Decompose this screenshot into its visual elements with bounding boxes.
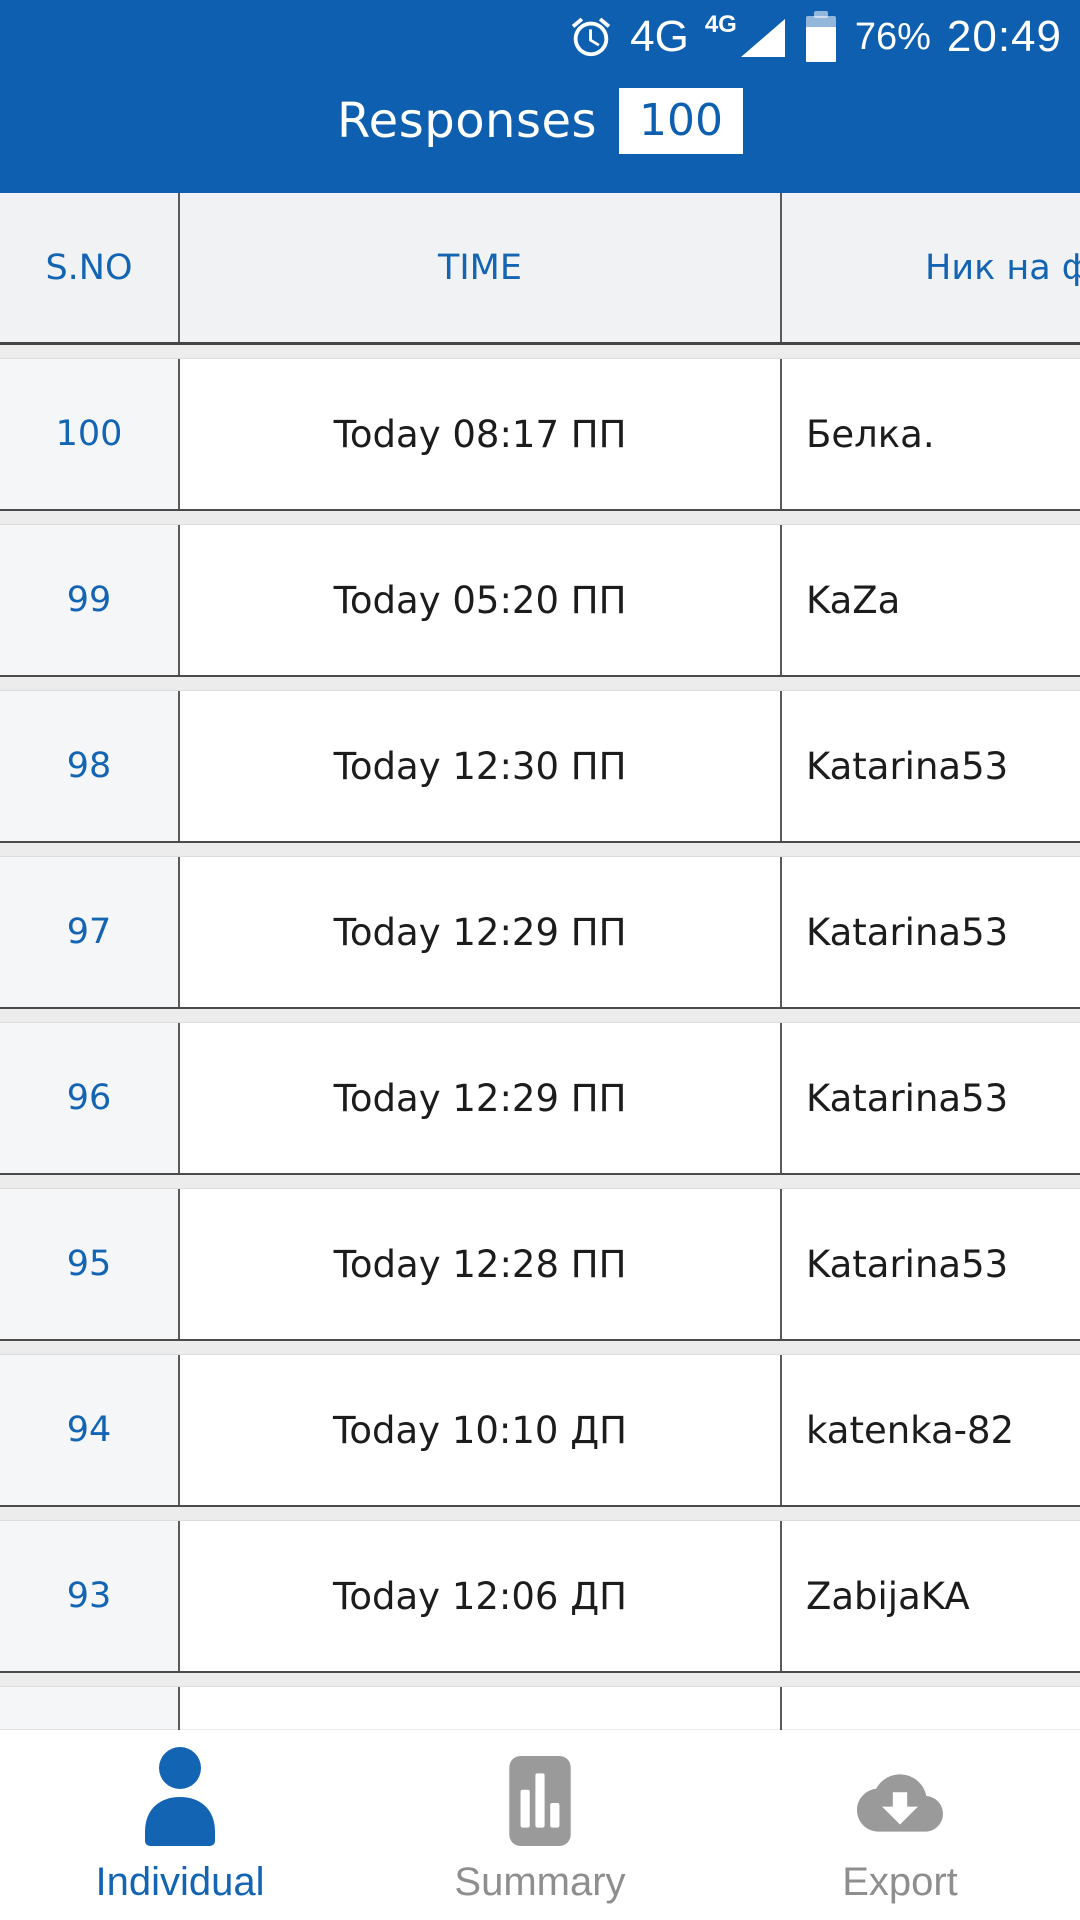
table-body: 100 Today 08:17 ПП Белка. 99 Today 05:20… [0,358,1080,1730]
table-row[interactable]: 98 Today 12:30 ПП Katarina53 [0,690,1080,843]
responses-table: S.NO TIME Ник на ф 100 Today 08:17 ПП Бе… [0,193,1080,1730]
row-time: Today 12:29 ПП [178,857,782,1007]
person-icon [125,1747,235,1846]
table-row[interactable]: 100 Today 08:17 ПП Белка. [0,358,1080,511]
table-header-row: S.NO TIME Ник на ф [0,193,1080,345]
cellular-signal-icon: 4G [704,11,787,59]
battery-percent-label: 76% [854,15,931,58]
row-sno: 96 [0,1023,178,1173]
row-nick: katenka-82 [782,1355,1080,1505]
row-nick [782,1687,1080,1730]
network-badge-label: 4G [704,11,737,38]
table-row[interactable]: 96 Today 12:29 ПП Katarina53 [0,1022,1080,1175]
row-sno: 95 [0,1189,178,1339]
status-bar: 4G 4G 76% 20:49 [0,0,1080,64]
row-nick: Katarina53 [782,1023,1080,1173]
clock-label: 20:49 [946,12,1062,61]
nav-label-individual: Individual [95,1860,265,1904]
nav-label-export: Export [842,1860,958,1904]
nav-item-individual[interactable]: Individual [0,1730,360,1920]
row-sno: 99 [0,525,178,675]
table-row[interactable]: 94 Today 10:10 ДП katenka-82 [0,1354,1080,1507]
table-row[interactable]: 97 Today 12:29 ПП Katarina53 [0,856,1080,1009]
nav-item-summary[interactable]: Summary [360,1730,720,1920]
alarm-clock-icon [568,14,614,60]
row-sno: 93 [0,1521,178,1671]
table-row[interactable]: 93 Today 12:06 ДП ZabijaKA [0,1520,1080,1673]
row-nick: KaZa [782,525,1080,675]
table-row[interactable]: 99 Today 05:20 ПП KaZa [0,524,1080,677]
row-nick: Katarina53 [782,1189,1080,1339]
row-time: Today 10:10 ДП [178,1355,782,1505]
column-header-nick: Ник на ф [925,247,1080,288]
row-time: Today 12:06 ДП [178,1521,782,1671]
page-title: Responses [336,93,598,149]
table-row[interactable]: 95 Today 12:28 ПП Katarina53 [0,1188,1080,1341]
nav-label-summary: Summary [454,1860,626,1904]
bar-chart-icon [509,1750,571,1846]
row-time: Today 08:17 ПП [178,359,782,509]
row-sno: 98 [0,691,178,841]
header-title-row: Responses 100 [0,66,1080,176]
row-sno: 97 [0,857,178,1007]
row-sno [0,1687,178,1730]
nav-item-export[interactable]: Export [720,1730,1080,1920]
row-nick: ZabijaKA [782,1521,1080,1671]
row-time [178,1687,782,1730]
table-row[interactable] [0,1686,1080,1730]
row-time: Today 05:20 ПП [178,525,782,675]
response-count-badge: 100 [619,87,744,155]
row-nick: Katarina53 [782,857,1080,1007]
row-time: Today 12:30 ПП [178,691,782,841]
row-time: Today 12:29 ПП [178,1023,782,1173]
bottom-navigation: Individual Summary Export [0,1730,1080,1920]
cloud-download-icon [841,1750,959,1846]
row-nick: Белка. [782,359,1080,509]
network-type-label: 4G [630,12,689,61]
row-time: Today 12:28 ПП [178,1189,782,1339]
row-sno: 94 [0,1355,178,1505]
column-header-time: TIME [178,193,782,342]
row-nick: Katarina53 [782,691,1080,841]
app-bar: 4G 4G 76% 20:49 Responses 100 [0,0,1080,193]
battery-icon [803,11,839,63]
column-header-sno: S.NO [45,247,133,288]
row-sno: 100 [0,359,178,509]
